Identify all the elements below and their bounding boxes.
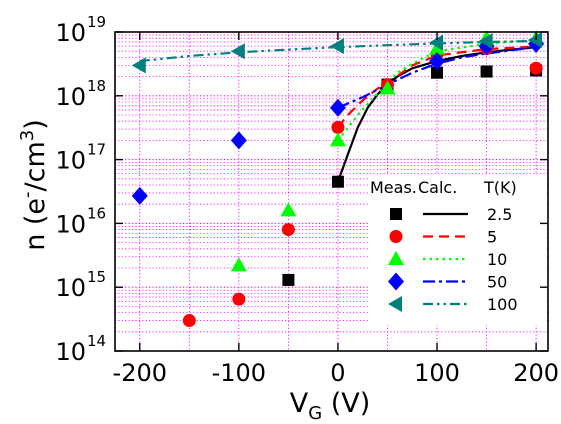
calc-curve-10	[337, 38, 537, 142]
y-axis-label-sup: 3	[17, 130, 38, 141]
data-point-100	[230, 43, 245, 60]
data-point-100	[429, 34, 444, 51]
data-point-100	[478, 33, 493, 50]
y-axis-label: n (e-/cm3)	[17, 119, 51, 251]
measured-markers	[131, 30, 545, 328]
x-axis-label: VG (V)	[290, 388, 371, 424]
legend-header: Calc.	[418, 178, 457, 197]
y-tick-label: 10	[55, 19, 86, 47]
x-tick-label: 200	[513, 359, 559, 387]
data-point-10	[280, 202, 297, 217]
legend-label-2.5: 2.5	[487, 205, 512, 224]
y-axis-label-post: )	[20, 119, 51, 130]
legend-header: T(K)	[483, 178, 517, 197]
x-tick-label: -100	[212, 359, 266, 387]
calc-curve-50	[337, 46, 537, 109]
legend-label-50: 50	[487, 273, 507, 292]
x-tick-label: 100	[414, 359, 460, 387]
data-point-100	[528, 31, 543, 48]
data-point-2.5	[282, 273, 295, 286]
y-tick-exponent: 18	[87, 77, 106, 95]
legend-marker-50	[388, 272, 404, 291]
data-point-50	[131, 186, 148, 205]
y-axis-label-pre: n (e	[20, 198, 51, 251]
data-point-5	[529, 61, 543, 75]
legend: Meas. Calc. T(K) 2.5 5 10 50 100	[370, 178, 518, 314]
y-tick-exponent: 17	[87, 141, 106, 159]
data-point-50	[329, 98, 346, 117]
data-point-2.5	[480, 65, 493, 78]
data-point-50	[230, 131, 247, 150]
y-tick-label: 10	[55, 147, 86, 175]
data-point-100	[329, 38, 344, 55]
y-tick-label: 10	[55, 338, 86, 366]
data-point-2.5	[331, 175, 344, 188]
y-tick-label: 10	[55, 83, 86, 111]
data-point-2.5	[431, 66, 444, 79]
data-point-50	[429, 52, 446, 71]
data-point-5	[331, 120, 345, 134]
legend-marker-10	[388, 251, 404, 265]
data-point-10	[329, 132, 346, 147]
legend-marker-2.5	[390, 208, 402, 220]
data-point-5	[232, 292, 246, 306]
x-tick-label: -200	[113, 359, 167, 387]
plot-frame	[114, 31, 549, 352]
x-axis-label-sub: G	[308, 403, 322, 424]
x-axis-label-base: V	[290, 388, 309, 419]
x-tick-label: 0	[330, 359, 345, 387]
data-point-10	[230, 257, 247, 272]
data-point-100	[131, 57, 146, 74]
x-axis-label-unit: (V)	[322, 388, 370, 419]
legend-marker-5	[389, 230, 403, 243]
legend-header: Meas.	[370, 178, 417, 197]
y-tick-exponent: 14	[87, 332, 106, 350]
data-point-10	[429, 40, 446, 55]
y-axis-label-mid: /cm	[20, 141, 51, 191]
y-tick-exponent: 16	[87, 204, 106, 222]
axes	[114, 31, 549, 352]
y-tick-label: 10	[55, 274, 86, 302]
legend-label-5: 5	[487, 228, 497, 247]
y-tick-label: 10	[55, 210, 86, 238]
legend-label-10: 10	[487, 250, 507, 269]
y-axis-label-minus: -	[17, 191, 38, 198]
y-tick-exponent: 15	[87, 268, 106, 286]
y-tick-exponent: 19	[87, 13, 106, 31]
data-point-5	[182, 314, 196, 328]
legend-marker-100	[388, 296, 402, 312]
data-point-5	[281, 223, 295, 237]
data-point-10	[379, 80, 396, 95]
legend-label-100: 100	[487, 295, 518, 314]
